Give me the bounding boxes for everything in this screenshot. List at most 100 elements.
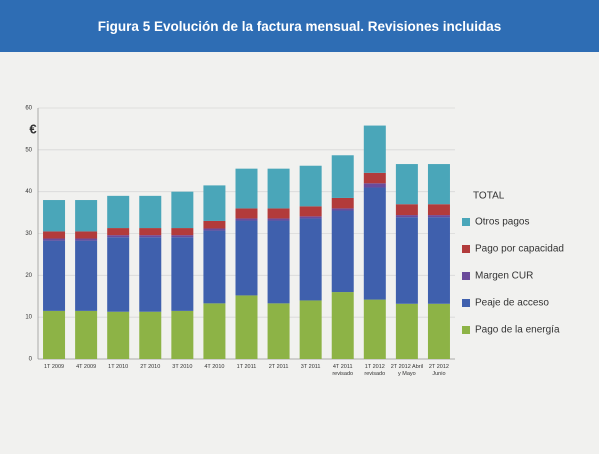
y-tick-label: 40 [25, 189, 32, 195]
x-tick-label: 2T 2012 Junio [428, 364, 449, 377]
y-tick-label: 20 [25, 273, 32, 279]
bar-segment [427, 164, 450, 205]
bar-segment [363, 125, 386, 173]
bar-segment [203, 230, 226, 304]
bar-segment [363, 187, 386, 300]
bar-segment [299, 218, 322, 301]
bar-segment [299, 206, 322, 217]
bar-segment [171, 228, 194, 236]
x-tick-label: 2T 2012 Abril y Mayo [390, 364, 424, 377]
bar-segment [203, 185, 226, 221]
bar-segment [267, 220, 290, 304]
bar-segment [139, 237, 162, 312]
bar-segment [107, 235, 130, 238]
bar-segment [235, 220, 258, 296]
bar-segment [395, 215, 418, 218]
bar-segment [395, 204, 418, 216]
bar-segment [427, 204, 450, 216]
bar-segment [75, 310, 98, 359]
bar-segment [331, 292, 354, 359]
y-tick-label: 0 [29, 357, 33, 363]
bar-segment [299, 216, 322, 219]
bar-segment [427, 303, 450, 359]
figure-title: Figura 5 Evolución de la factura mensual… [0, 0, 599, 52]
bar-segment [267, 208, 290, 219]
bar-segment [267, 218, 290, 221]
bar-segment [139, 311, 162, 359]
bar-segment [299, 165, 322, 207]
bar-segment [107, 195, 130, 229]
bar-segment [171, 191, 194, 229]
y-tick-label: 30 [25, 231, 32, 237]
bar-segment [43, 231, 66, 239]
bar-segment [203, 220, 226, 229]
bar-segment [203, 303, 226, 359]
x-tick-label: 4T 2011 revisado [332, 364, 354, 377]
bar-segment [363, 299, 386, 359]
legend-label: Pago por capacidad [475, 244, 564, 255]
bar-segment [171, 235, 194, 238]
bar-segment [331, 208, 354, 211]
bar-segment [331, 210, 354, 293]
x-tick-label: 1T 2010 [108, 364, 129, 370]
bar-segment [235, 295, 258, 359]
legend-swatch [462, 299, 470, 307]
legend-label: Otros pagos [475, 217, 529, 228]
bar-segment [75, 238, 98, 241]
legend-swatch [462, 326, 470, 334]
x-tick-label: 4T 2010 [204, 364, 225, 370]
bar-segment [427, 217, 450, 304]
bar-segment [267, 303, 290, 359]
bar-segment [235, 218, 258, 221]
bar-segment [43, 310, 66, 359]
bar-segment [267, 168, 290, 209]
y-tick-label: 10 [25, 315, 32, 321]
legend-swatch [462, 218, 470, 226]
bar-segment [395, 217, 418, 304]
bar-segment [43, 238, 66, 241]
bar-segment [107, 228, 130, 236]
bar-segment [331, 155, 354, 198]
legend-label: Peaje de acceso [475, 298, 549, 309]
bar-segment [363, 183, 386, 188]
bar-segment [363, 172, 386, 184]
x-tick-label: 3T 2011 [300, 364, 321, 370]
bar-segment [139, 235, 162, 238]
y-tick-label: 60 [25, 106, 32, 112]
bar-segment [331, 197, 354, 209]
x-tick-label: 2T 2010 [140, 364, 161, 370]
bar-segment [43, 200, 66, 232]
bar-segment [43, 240, 66, 311]
bar-segment [171, 310, 194, 359]
bar-segment [139, 195, 162, 229]
bar-segment [75, 231, 98, 239]
bar-segment [299, 300, 322, 359]
x-tick-label: 1T 2012 revisado [364, 364, 386, 377]
bar-segment [107, 237, 130, 312]
bar-segment [395, 164, 418, 205]
x-tick-label: 1T 2009 [43, 364, 65, 370]
bar-segment [75, 200, 98, 232]
legend-label: Pago de la energía [475, 325, 560, 336]
bar-segment [75, 240, 98, 311]
x-tick-label: 3T 2010 [172, 364, 193, 370]
x-tick-label: 1T 2011 [236, 364, 257, 370]
legend-swatch [462, 272, 470, 280]
bar-segment [203, 228, 226, 231]
bar-segment [427, 215, 450, 218]
bar-segment [395, 303, 418, 359]
y-tick-label: 50 [25, 147, 32, 153]
bar-segment [235, 168, 258, 209]
legend-label: Margen CUR [475, 271, 533, 282]
x-tick-label: 2T 2011 [268, 364, 289, 370]
bar-segment [107, 311, 130, 359]
bar-segment [171, 237, 194, 311]
legend-swatch [462, 245, 470, 253]
x-tick-label: 4T 2009 [76, 364, 97, 370]
y-axis-label: € [29, 121, 36, 136]
bar-segment [235, 208, 258, 219]
legend-title: TOTAL [473, 191, 505, 202]
bar-segment [139, 228, 162, 236]
